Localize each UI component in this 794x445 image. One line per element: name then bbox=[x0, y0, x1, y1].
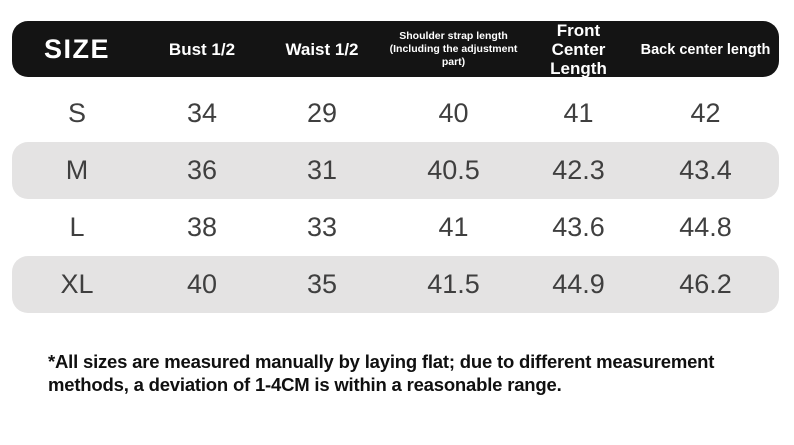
column-header-shoulder-strap: Shoulder strap length (Including the adj… bbox=[389, 29, 518, 69]
value-cell: 31 bbox=[306, 155, 338, 185]
table-row: XL 40 35 41.5 44.9 46.2 bbox=[12, 256, 779, 313]
column-header-front-center: Front Center Length bbox=[550, 21, 607, 79]
value-cell: 43.4 bbox=[679, 155, 732, 185]
value-cell: 38 bbox=[186, 212, 218, 242]
measurement-note: *All sizes are measured manually by layi… bbox=[48, 351, 715, 396]
value-cell: 44.9 bbox=[552, 269, 605, 299]
value-cell: 42.3 bbox=[552, 155, 605, 185]
value-cell: 41.5 bbox=[427, 269, 480, 299]
value-cell: 34 bbox=[186, 98, 218, 128]
size-cell: L bbox=[69, 212, 85, 242]
table-header-row: SIZE Bust 1/2 Waist 1/2 Shoulder strap l… bbox=[12, 21, 779, 79]
value-cell: 40 bbox=[438, 98, 469, 128]
value-cell: 41 bbox=[438, 212, 469, 242]
value-cell: 40 bbox=[186, 269, 218, 299]
value-cell: 43.6 bbox=[552, 212, 605, 242]
value-cell: 41 bbox=[563, 98, 594, 128]
column-header-waist: Waist 1/2 bbox=[285, 39, 359, 59]
table-row: L 38 33 41 43.6 44.8 bbox=[12, 199, 779, 256]
value-cell: 36 bbox=[186, 155, 218, 185]
size-cell: M bbox=[65, 155, 89, 185]
size-cell: XL bbox=[60, 269, 94, 299]
table-row: M 36 31 40.5 42.3 43.4 bbox=[12, 142, 779, 199]
value-cell: 29 bbox=[306, 98, 338, 128]
size-chart-table: SIZE Bust 1/2 Waist 1/2 Shoulder strap l… bbox=[12, 21, 779, 313]
value-cell: 40.5 bbox=[427, 155, 480, 185]
column-header-bust: Bust 1/2 bbox=[168, 39, 236, 59]
value-cell: 46.2 bbox=[679, 269, 732, 299]
value-cell: 42 bbox=[690, 98, 721, 128]
table-row: S 34 29 40 41 42 bbox=[12, 85, 779, 142]
table-body: S 34 29 40 41 42 M 36 31 40.5 42.3 43.4 L 38 33 41 43.6 4… bbox=[12, 85, 779, 313]
value-cell: 35 bbox=[306, 269, 338, 299]
size-cell: S bbox=[67, 98, 86, 128]
value-cell: 33 bbox=[306, 212, 338, 242]
value-cell: 44.8 bbox=[679, 212, 732, 242]
column-header-back-center: Back center length bbox=[640, 41, 771, 58]
column-header-size: SIZE bbox=[43, 34, 110, 65]
